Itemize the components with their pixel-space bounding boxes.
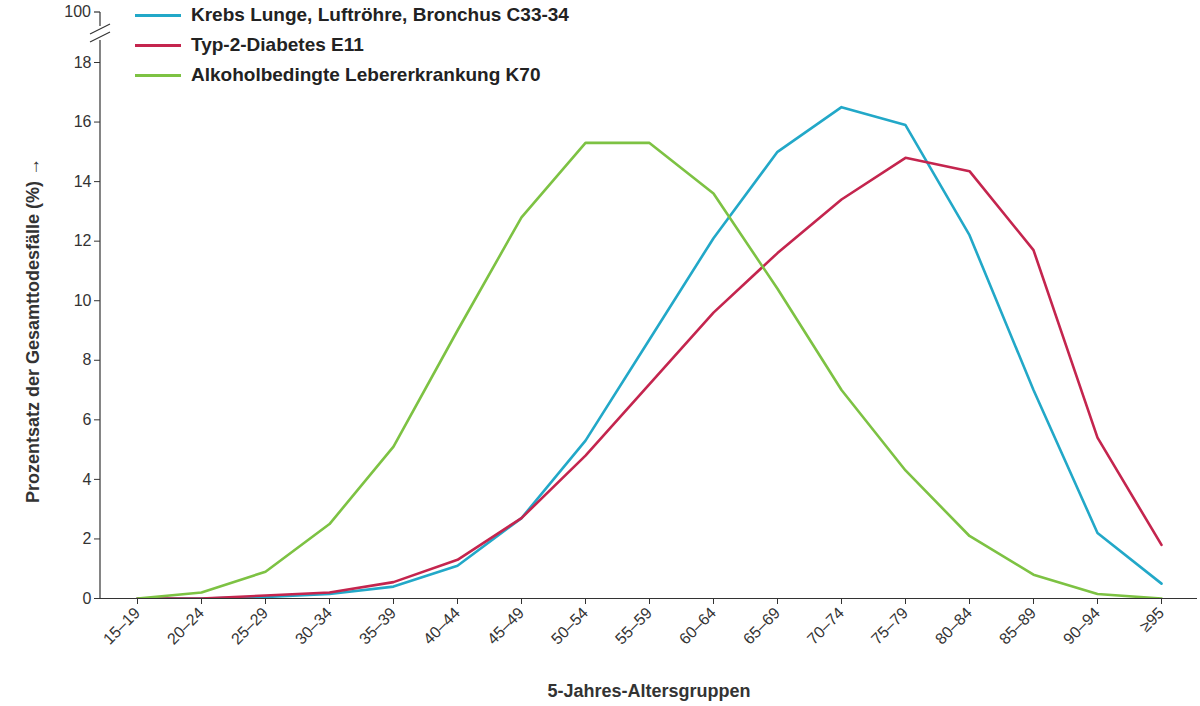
svg-text:2: 2 xyxy=(83,530,92,547)
svg-text:60–64: 60–64 xyxy=(676,604,720,648)
svg-text:20–24: 20–24 xyxy=(164,604,208,648)
svg-text:14: 14 xyxy=(74,173,92,190)
svg-text:65–69: 65–69 xyxy=(740,604,784,648)
svg-text:55–59: 55–59 xyxy=(612,604,656,648)
svg-text:15–19: 15–19 xyxy=(100,604,144,648)
svg-text:0: 0 xyxy=(83,590,92,607)
svg-text:≥95: ≥95 xyxy=(1136,604,1167,635)
html-text:Typ-2-Diabetes E11: Typ-2-Diabetes E11 xyxy=(191,34,364,55)
svg-text:10: 10 xyxy=(74,292,92,309)
svg-text:6: 6 xyxy=(83,411,92,428)
svg-text:45–49: 45–49 xyxy=(484,604,528,648)
svg-text:100: 100 xyxy=(64,3,91,20)
svg-text:50–54: 50–54 xyxy=(548,604,592,648)
svg-text:85–89: 85–89 xyxy=(996,604,1040,648)
svg-text:4: 4 xyxy=(83,471,92,488)
svg-text:35–39: 35–39 xyxy=(356,604,400,648)
svg-text:40–44: 40–44 xyxy=(420,604,464,648)
svg-text:75–79: 75–79 xyxy=(868,604,912,648)
svg-text:5-Jahres-Altersgruppen: 5-Jahres-Altersgruppen xyxy=(547,681,750,701)
svg-text:80–84: 80–84 xyxy=(932,604,976,648)
svg-text:8: 8 xyxy=(83,351,92,368)
svg-text:12: 12 xyxy=(74,232,92,249)
svg-text:30–34: 30–34 xyxy=(292,604,336,648)
svg-text:Prozentsatz der Gesamttodesfäl: Prozentsatz der Gesamttodesfälle (%) → xyxy=(23,158,43,503)
html-text:Alkoholbedingte Lebererkrankun: Alkoholbedingte Lebererkrankung K70 xyxy=(191,64,541,85)
svg-text:25–29: 25–29 xyxy=(228,604,272,648)
html-text:Krebs Lunge, Luftröhre, Bronch: Krebs Lunge, Luftröhre, Bronchus C33-34 xyxy=(191,4,569,25)
svg-text:90–94: 90–94 xyxy=(1060,604,1104,648)
svg-text:18: 18 xyxy=(74,54,92,71)
svg-text:16: 16 xyxy=(74,113,92,130)
svg-text:70–74: 70–74 xyxy=(804,604,848,648)
